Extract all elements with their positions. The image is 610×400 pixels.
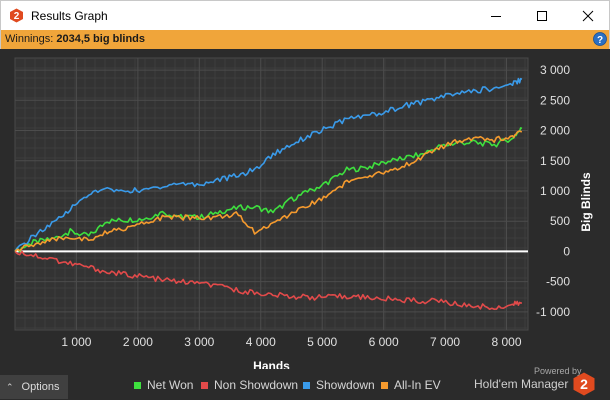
close-icon bbox=[582, 10, 594, 22]
x-tick-label: 8 000 bbox=[491, 335, 521, 349]
winnings-label: Winnings: 2034,5 big blinds bbox=[5, 33, 145, 45]
y-tick-label: 1 500 bbox=[540, 154, 570, 168]
winnings-value: 2034,5 big blinds bbox=[56, 33, 145, 45]
legend-item-net-won[interactable]: Net Won bbox=[134, 378, 193, 392]
results-chart: 1 000 2 000 3 000 4 000 5 000 6 000 7 000 8 000… bbox=[0, 49, 610, 369]
options-button[interactable]: ⌃ Options bbox=[0, 375, 68, 399]
legend-label-non-showdown: Non Showdown bbox=[214, 378, 299, 392]
grid bbox=[15, 58, 528, 330]
x-tick-label: 7 000 bbox=[430, 335, 460, 349]
legend-item-showdown[interactable]: Showdown bbox=[303, 378, 375, 392]
legend-label-net-won: Net Won bbox=[147, 378, 194, 392]
x-tick-label: 5 000 bbox=[307, 335, 337, 349]
y-tick-label: 2 500 bbox=[540, 93, 570, 107]
y-tick-label: -1 000 bbox=[536, 305, 570, 319]
x-tick-label: 3 000 bbox=[184, 335, 214, 349]
winnings-prefix: Winnings: bbox=[5, 33, 57, 45]
app-logo-icon: 2 bbox=[10, 8, 23, 23]
legend-swatch-net-won bbox=[134, 381, 141, 389]
maximize-icon bbox=[537, 11, 547, 21]
y-tick-label: 3 000 bbox=[540, 63, 570, 77]
help-icon[interactable]: ? bbox=[593, 32, 607, 46]
powered-by-text: Powered by bbox=[534, 366, 582, 376]
series-line-non-showdown bbox=[14, 250, 523, 310]
x-tick-label: 4 000 bbox=[246, 335, 276, 349]
legend-swatch-all-in-ev bbox=[381, 381, 388, 389]
maximize-button[interactable] bbox=[519, 1, 565, 31]
legend-item-non-showdown[interactable]: Non Showdown bbox=[201, 378, 298, 392]
x-tick-label: 1 000 bbox=[61, 335, 91, 349]
x-axis-label: Hands bbox=[253, 359, 290, 369]
minimize-button[interactable] bbox=[473, 1, 519, 31]
legend-swatch-showdown bbox=[303, 381, 310, 389]
brand-name: Hold'em Manager bbox=[474, 377, 569, 391]
svg-text:2: 2 bbox=[14, 11, 20, 22]
y-tick-label: 2 000 bbox=[540, 124, 570, 138]
hem2-logo-icon: 2 bbox=[573, 372, 595, 396]
bottom-bar: ⌃ Options Net Won Non Showdown Showdown … bbox=[0, 366, 610, 400]
x-tick-label: 6 000 bbox=[369, 335, 399, 349]
svg-text:?: ? bbox=[597, 35, 603, 46]
y-tick-label: 500 bbox=[550, 214, 570, 228]
series-line-net-won bbox=[14, 127, 523, 253]
chevron-up-icon: ⌃ bbox=[6, 381, 14, 392]
window-title: Results Graph bbox=[31, 9, 108, 23]
series-line-showdown bbox=[14, 77, 523, 252]
winnings-bar: Winnings: 2034,5 big blinds ? bbox=[0, 30, 610, 49]
y-tick-label: 1 000 bbox=[540, 184, 570, 198]
y-axis-label: Big Blinds bbox=[579, 172, 593, 232]
y-tick-label: -500 bbox=[546, 275, 570, 289]
x-tick-label: 2 000 bbox=[123, 335, 153, 349]
series-line-all-in-ev bbox=[14, 130, 522, 252]
options-label: Options bbox=[21, 381, 60, 393]
close-button[interactable] bbox=[565, 1, 610, 31]
minimize-icon bbox=[491, 16, 501, 17]
svg-text:2: 2 bbox=[580, 376, 588, 392]
legend-label-all-in-ev: All-In EV bbox=[394, 378, 441, 392]
legend-label-showdown: Showdown bbox=[316, 378, 375, 392]
plot-area bbox=[14, 57, 529, 331]
y-tick-label: 0 bbox=[563, 244, 570, 258]
title-bar: 2 Results Graph bbox=[0, 0, 610, 30]
legend-item-all-in-ev[interactable]: All-In EV bbox=[381, 378, 441, 392]
legend-swatch-non-showdown bbox=[201, 381, 208, 389]
